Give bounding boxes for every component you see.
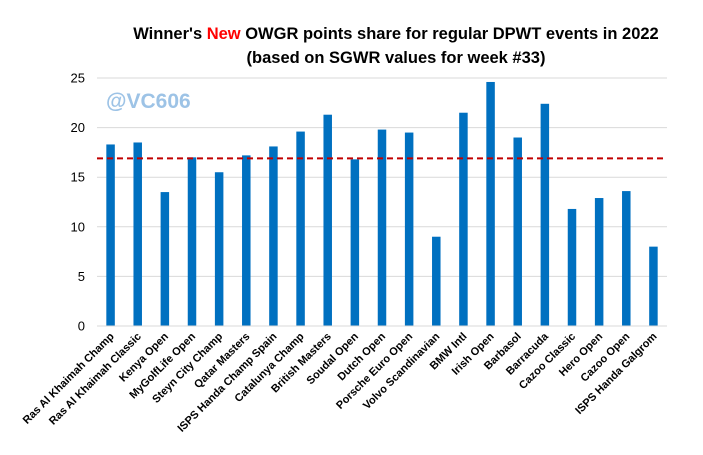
watermark: @VC606 xyxy=(106,90,191,113)
bar xyxy=(622,191,631,326)
bar xyxy=(269,146,278,326)
y-axis-ticks: 0 5 10 15 20 25 xyxy=(71,71,85,334)
bar xyxy=(296,131,305,326)
title-highlight-new: New xyxy=(206,25,241,43)
y-tick-label: 10 xyxy=(71,219,85,234)
y-tick-label: 15 xyxy=(71,170,85,185)
bar xyxy=(377,129,387,326)
y-tick-label: 20 xyxy=(71,120,85,135)
bar xyxy=(350,159,360,326)
bar xyxy=(459,112,468,326)
bar xyxy=(404,132,414,326)
bar xyxy=(106,144,115,326)
y-tick-label: 5 xyxy=(78,269,85,284)
title-part-3: OWGR points share for regular DPWT event… xyxy=(240,25,659,43)
bar xyxy=(160,192,170,326)
bar xyxy=(649,246,658,326)
bar xyxy=(540,103,550,327)
bar xyxy=(242,155,251,326)
bars xyxy=(106,81,658,327)
bar xyxy=(486,81,495,326)
chart-title: Winner's New OWGR points share for regul… xyxy=(96,22,696,70)
bar xyxy=(214,172,224,326)
bar xyxy=(594,198,604,326)
title-part-1: Winner's xyxy=(133,25,207,43)
chart-subtitle: (based on SGWR values for week #33) xyxy=(246,49,546,67)
y-tick-label: 25 xyxy=(71,71,85,86)
bar xyxy=(432,236,441,326)
bar xyxy=(567,208,577,326)
bar xyxy=(187,157,197,326)
bar xyxy=(513,137,522,326)
title-line: Winner's New OWGR points share for regul… xyxy=(96,22,696,46)
bar xyxy=(133,142,142,326)
y-tick-label: 0 xyxy=(78,319,85,334)
bar xyxy=(323,114,332,326)
